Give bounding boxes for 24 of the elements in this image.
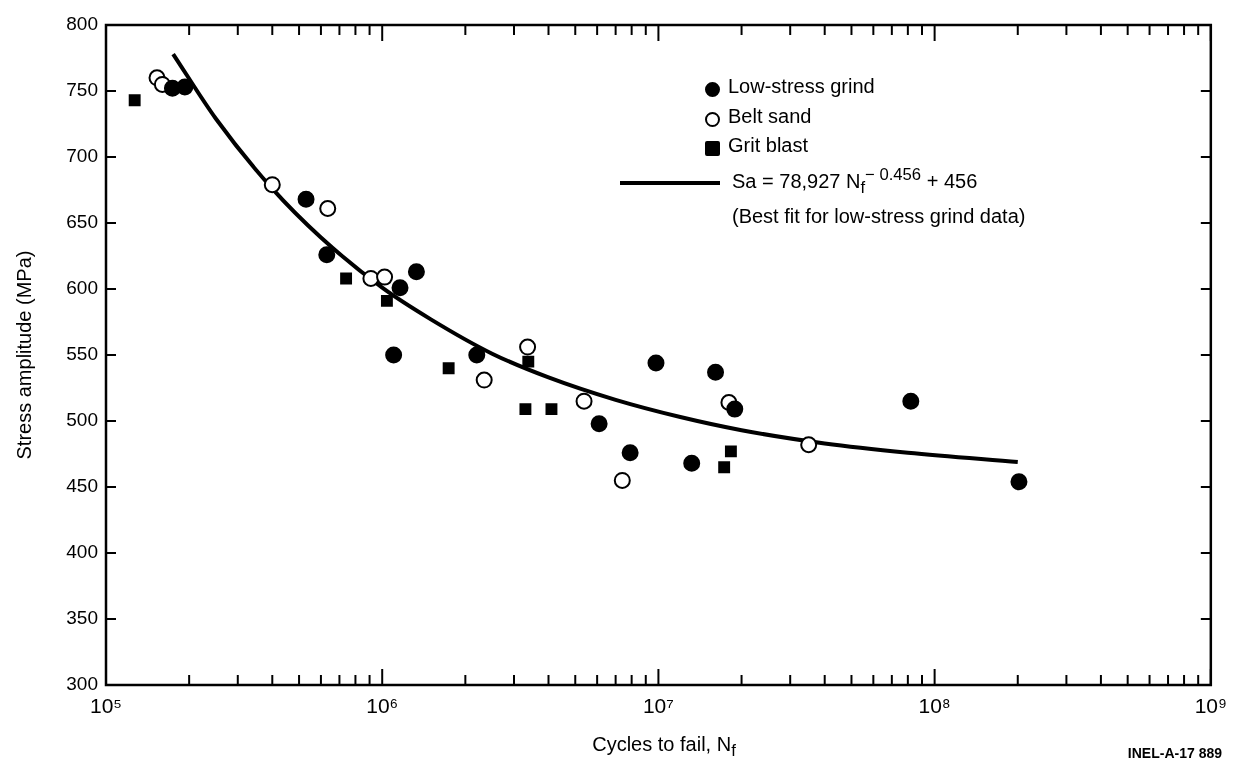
- y-tick-label: 350: [66, 607, 98, 629]
- y-tick-label: 650: [66, 211, 98, 233]
- y-tick-label: 800: [66, 13, 98, 35]
- y-tick-label: 450: [66, 475, 98, 497]
- x-tick-label: 10⁶: [366, 694, 399, 718]
- y-tick-label: 600: [66, 277, 98, 299]
- y-tick-label: 300: [66, 673, 98, 695]
- y-tick-label: 500: [66, 409, 98, 431]
- y-tick-label: 700: [66, 145, 98, 167]
- annotation: (Best fit for low-stress grind data): [732, 203, 1026, 229]
- legend-label: Sa = 78,927 N$_{f}$$^{− 0.456}$ + 456: [732, 165, 978, 197]
- x-tick-label: 10⁸: [918, 694, 951, 718]
- text: INEL-A-17 889: [1127, 745, 1222, 761]
- legend-label: Belt sand: [728, 104, 812, 127]
- legend-label: Low-stress grind: [728, 75, 875, 97]
- legend-label: Grit blast: [728, 134, 809, 157]
- x-axis-title: Cycles to fail, N$_{f}$: [592, 733, 736, 761]
- x-tick-label: 10⁹: [1194, 694, 1227, 718]
- y-tick-label: 400: [66, 541, 98, 563]
- x-tick-label: 10⁵: [89, 694, 123, 718]
- x-tick-label: 10⁷: [642, 694, 674, 718]
- y-tick-label: 550: [66, 343, 98, 365]
- y-axis-title: Stress amplitude (MPa): [12, 250, 36, 460]
- y-tick-label: 750: [66, 79, 98, 101]
